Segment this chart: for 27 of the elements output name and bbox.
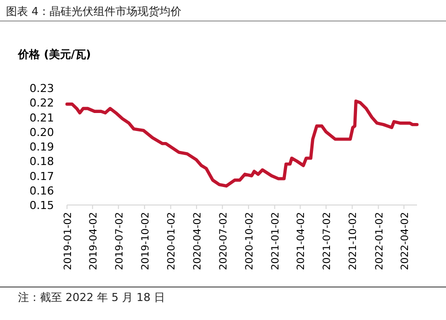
x-tick-label: 2020-10-02: [244, 212, 256, 270]
y-tick-label: 0.17: [30, 170, 54, 183]
x-tick-label: 2019-04-02: [88, 212, 100, 270]
y-tick-label: 0.22: [30, 96, 54, 110]
y-tick-label: 0.23: [30, 82, 54, 95]
x-tick-label: 2019-10-02: [140, 212, 152, 270]
x-tick-label: 2021-07-02: [322, 212, 334, 270]
y-tick-label: 0.18: [30, 155, 54, 168]
y-tick-label: 0.20: [30, 126, 54, 139]
x-tick-label: 2022-04-02: [400, 212, 411, 270]
x-tick-label: 2019-01-02: [63, 212, 74, 270]
y-tick-label: 0.21: [30, 111, 54, 124]
x-tick-label: 2020-07-02: [218, 212, 230, 270]
y-tick-label: 0.15: [30, 199, 54, 212]
chart-title: 图表 4：晶硅光伏组件市场现货均价: [6, 5, 182, 18]
y-tick-label: 0.16: [30, 184, 54, 198]
x-tick-label: 2021-04-02: [296, 212, 308, 270]
text: 注：截至 2022 年 5 月 18 日: [18, 291, 165, 304]
y-axis-title: 价格 (美元/瓦): [17, 48, 91, 61]
x-tick-label: 2021-01-02: [270, 212, 282, 270]
x-tick-label: 2020-04-02: [192, 212, 204, 270]
x-tick-label: 2022-01-02: [374, 212, 386, 270]
x-tick-label: 2021-10-02: [348, 212, 360, 270]
x-tick-label: 2020-01-02: [166, 212, 178, 270]
line-series: [65, 100, 419, 188]
y-tick-label: 0.19: [30, 140, 54, 154]
x-tick-label: 2019-07-02: [114, 212, 126, 270]
